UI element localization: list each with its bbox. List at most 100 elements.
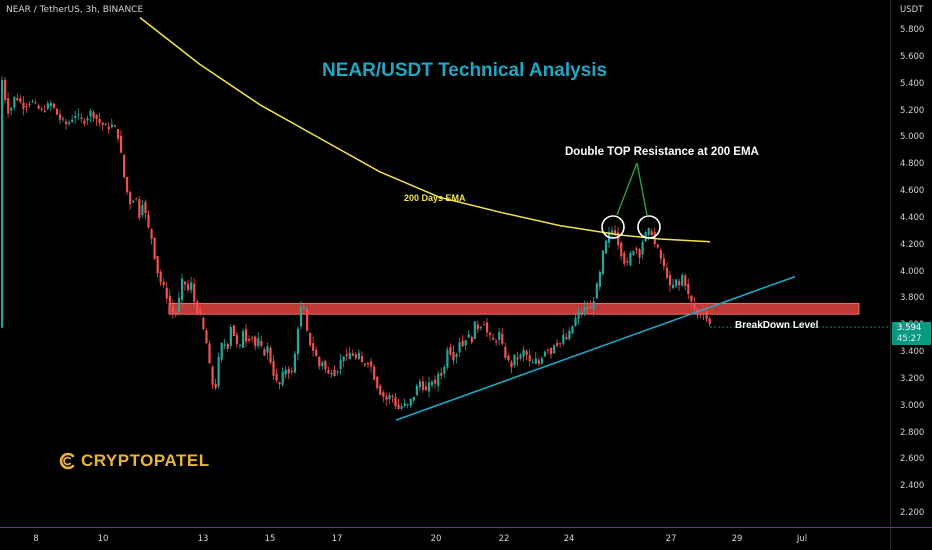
candle-body <box>476 324 479 330</box>
time-tick: 10 <box>97 534 109 544</box>
candle-body <box>379 385 382 395</box>
candle-body <box>440 372 443 376</box>
time-tick: 22 <box>498 534 510 544</box>
candle-body <box>568 330 571 340</box>
candle-body <box>659 250 662 259</box>
candle-body <box>617 232 620 246</box>
candle-body <box>418 381 422 388</box>
chart-area[interactable]: NEAR / TetherUS, 3h, BINANCE NEAR/USDT T… <box>0 0 890 527</box>
candle-body <box>123 154 126 177</box>
candle-body <box>135 198 138 200</box>
candle-body <box>482 324 486 326</box>
candle-body <box>373 366 376 380</box>
candle-body <box>562 334 565 344</box>
candle-body <box>367 363 370 365</box>
candle-body <box>162 281 165 285</box>
candle-body <box>171 305 174 313</box>
candle-body <box>693 302 696 309</box>
candle-body <box>464 340 467 346</box>
price-tick: 3.200 <box>900 373 925 384</box>
candle-body <box>165 287 168 299</box>
candle-body <box>275 373 278 381</box>
time-tick: 27 <box>665 534 677 544</box>
time-axis[interactable]: 8 10 13 15 17 20 22 24 27 29 Jul <box>0 527 890 550</box>
candle-body <box>571 325 574 334</box>
candle-body <box>705 311 708 320</box>
candle-body <box>269 347 272 363</box>
candle-body <box>458 342 461 353</box>
candle-body <box>260 341 263 346</box>
candle-body <box>65 121 68 125</box>
candle-body <box>559 343 562 345</box>
candle-body <box>196 301 199 313</box>
candle-body <box>13 96 16 108</box>
candle-body <box>16 97 19 101</box>
cryptopatel-logo: CRYPTOPATEL <box>58 450 210 472</box>
candle-body <box>528 355 531 362</box>
price-axis[interactable]: USDT 5.800 5.600 5.400 5.200 5.000 4.800 4.600… <box>890 0 932 527</box>
candle-body <box>147 214 150 228</box>
candle-body <box>443 366 446 374</box>
candle-body <box>101 122 104 125</box>
price-tick: 2.200 <box>900 508 925 519</box>
candle-body <box>675 279 678 286</box>
candle-body <box>211 366 214 385</box>
candle-body <box>138 199 141 218</box>
candle-body <box>251 337 254 339</box>
candle-body <box>543 351 547 357</box>
candle-body <box>229 326 232 346</box>
candle-body <box>553 345 556 354</box>
candle-body <box>360 355 364 363</box>
candle-body <box>516 357 519 360</box>
candle-body <box>589 306 592 309</box>
candle-body <box>278 382 281 385</box>
double-top-arrow-right <box>636 162 648 216</box>
candle-body <box>406 404 409 406</box>
candle-body <box>25 105 28 107</box>
candle-body <box>43 110 46 112</box>
candle-body <box>678 281 681 286</box>
candle-body <box>656 244 659 248</box>
resistance-zone <box>168 302 860 315</box>
candle-body <box>492 337 495 340</box>
current-price-tag: 3.594 45:27 <box>892 322 931 345</box>
candle-body <box>92 112 95 119</box>
candle-body <box>241 331 245 348</box>
candle-body <box>556 342 559 346</box>
breakdown-annotation: BreakDown Level <box>735 320 819 331</box>
candle-countdown: 45:27 <box>897 334 922 344</box>
candle-body <box>7 98 10 114</box>
candle-body <box>519 354 522 359</box>
candle-body <box>501 333 504 344</box>
candle-body <box>598 271 601 287</box>
candle-body <box>159 271 162 283</box>
time-tick: 13 <box>197 534 209 544</box>
candle-body <box>86 118 89 121</box>
double-top-annotation: Double TOP Resistance at 200 EMA <box>565 146 759 158</box>
candle-body <box>662 258 666 267</box>
cryptopatel-logo-icon <box>59 452 75 470</box>
candle-body <box>309 332 312 345</box>
ema-200-line <box>139 17 711 243</box>
candle-body <box>629 253 632 266</box>
candle-body <box>55 108 59 115</box>
candle-body <box>604 240 608 254</box>
candle-body <box>168 295 171 306</box>
candle-body <box>485 322 489 333</box>
candle-body <box>437 373 440 387</box>
candle-body <box>534 358 537 364</box>
candle-body <box>235 334 239 345</box>
candle-body <box>296 328 300 355</box>
price-chart[interactable] <box>0 0 890 527</box>
candle-body <box>129 192 132 205</box>
candle-body <box>586 307 589 309</box>
candle-body <box>409 398 412 406</box>
candle-body <box>153 237 156 259</box>
candle-body <box>699 313 702 315</box>
chart-title: NEAR/USDT Technical Analysis <box>322 60 608 81</box>
candle-body <box>672 284 675 289</box>
candle-body <box>144 201 147 213</box>
candle-body <box>357 352 361 359</box>
candle-body <box>431 381 434 386</box>
candle-body <box>150 228 153 239</box>
